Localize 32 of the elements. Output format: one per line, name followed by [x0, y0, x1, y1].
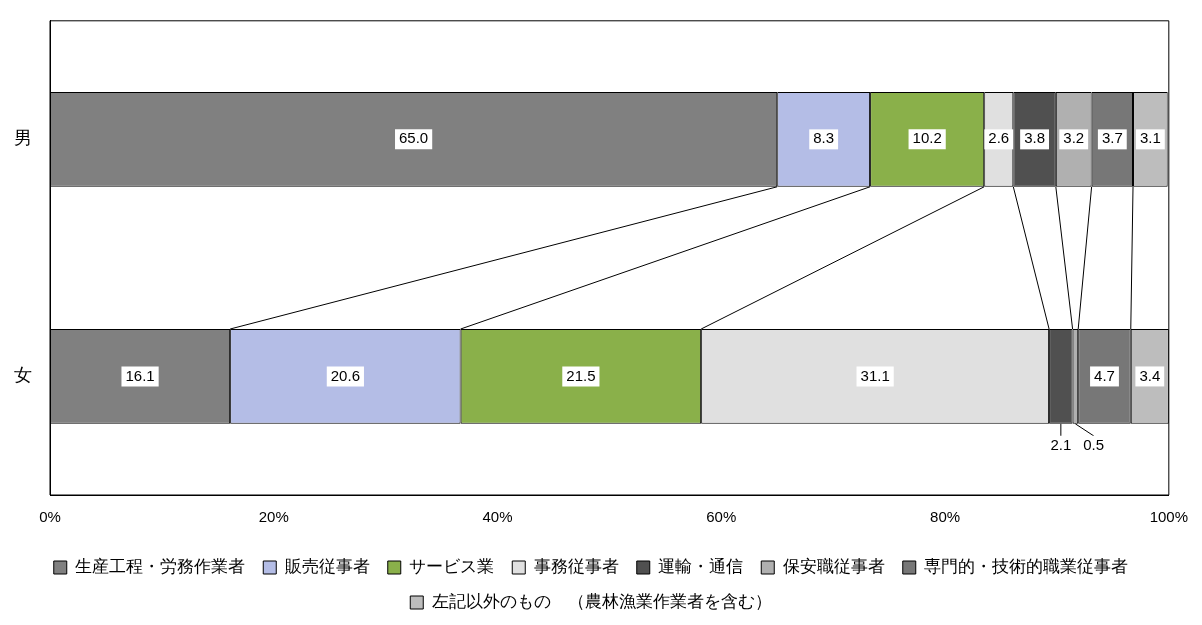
- legend-label: 販売従事者: [284, 557, 370, 577]
- data-label: 0.5: [1083, 436, 1105, 454]
- x-tick-label: 0%: [39, 508, 61, 526]
- y-tick-label: 女: [14, 365, 32, 386]
- x-tick-label: 60%: [706, 508, 737, 526]
- legend-label: 保安職従事者: [782, 557, 885, 577]
- legend-label: 運輸・通信: [658, 557, 744, 577]
- data-label: 2.6: [988, 129, 1010, 147]
- data-label: 3.4: [1139, 366, 1161, 384]
- data-label: 21.5: [566, 366, 596, 384]
- legend-label: 専門的・技術的職業従事者: [924, 557, 1129, 577]
- x-tick-label: 40%: [482, 508, 513, 526]
- data-label: 3.7: [1101, 129, 1123, 147]
- legend-label: サービス業: [409, 557, 495, 577]
- data-label: 31.1: [860, 366, 890, 384]
- data-label: 3.1: [1139, 129, 1161, 147]
- data-label: 65.0: [399, 129, 429, 147]
- x-tick-label: 20%: [258, 508, 289, 526]
- y-tick-label: 男: [14, 128, 32, 149]
- data-label: 20.6: [330, 366, 360, 384]
- data-label: 10.2: [912, 129, 942, 147]
- data-label: 16.1: [125, 366, 155, 384]
- x-tick-label: 100%: [1149, 508, 1189, 526]
- legend-label: 左記以外のもの （農林漁業作業者を含む）: [431, 592, 772, 612]
- data-label: 8.3: [813, 129, 835, 147]
- legend-label: 生産工程・労務作業者: [75, 557, 246, 577]
- x-tick-label: 80%: [930, 508, 961, 526]
- data-label: 2.1: [1050, 436, 1072, 454]
- data-label: 4.7: [1094, 366, 1115, 384]
- data-label: 3.8: [1024, 129, 1045, 147]
- data-label: 3.2: [1063, 129, 1085, 147]
- legend-label: 事務従事者: [533, 557, 619, 577]
